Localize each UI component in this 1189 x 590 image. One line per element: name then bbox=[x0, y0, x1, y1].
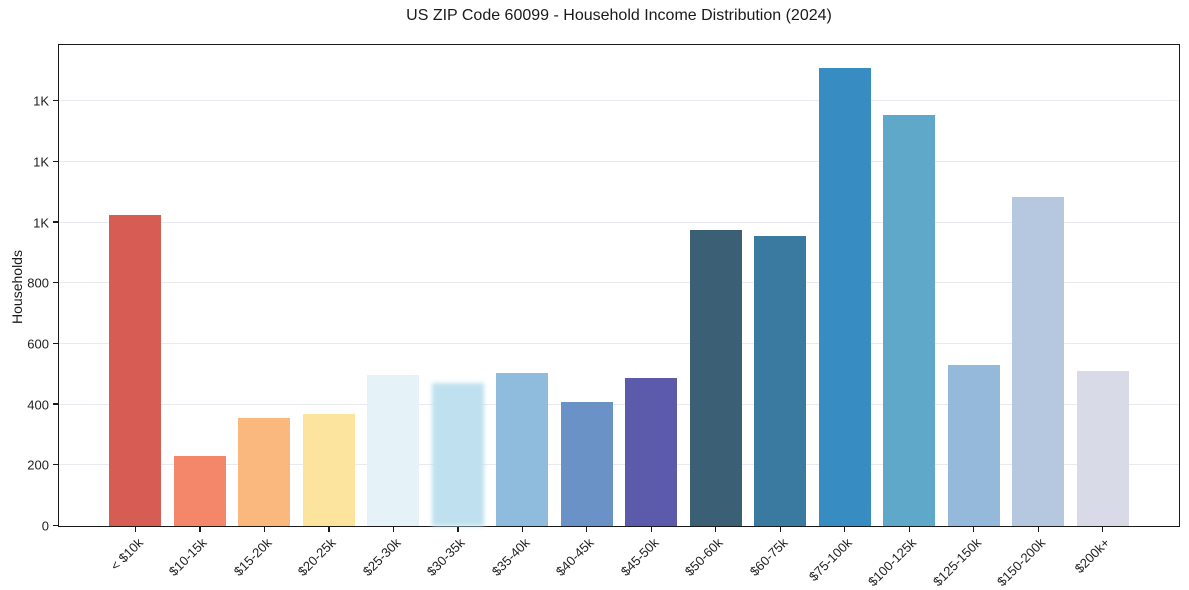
plot-area: 0 200 400 600 800 1K 1K 1K < $10k $10-15k $15-20k… bbox=[27, 44, 1180, 589]
y-axis-label: Households bbox=[9, 250, 25, 324]
x-tick-label: $75-100k bbox=[805, 535, 855, 584]
x-tick-mark bbox=[263, 527, 266, 532]
grid-layer: 0 200 400 600 800 1K 1K 1K bbox=[27, 45, 1179, 534]
x-tick-mark bbox=[1037, 527, 1039, 532]
x-tick-label: $200k+ bbox=[1071, 535, 1113, 577]
bar bbox=[689, 230, 742, 526]
gridline bbox=[59, 160, 1179, 162]
gridline bbox=[59, 464, 1179, 466]
x-tick-label: $35-40k bbox=[488, 535, 533, 579]
x-tick-mark bbox=[586, 527, 588, 532]
y-tick-label: 1K bbox=[33, 215, 49, 231]
y-tick-mark bbox=[53, 524, 58, 526]
x-tick-mark bbox=[650, 527, 652, 532]
bar bbox=[238, 418, 291, 526]
x-tick-mark bbox=[328, 527, 330, 532]
chart-title: US ZIP Code 60099 - Household Income Dis… bbox=[406, 7, 832, 24]
x-tick-mark bbox=[1102, 527, 1104, 532]
gridline bbox=[59, 342, 1179, 344]
bar bbox=[883, 114, 936, 526]
bar bbox=[431, 383, 484, 526]
x-tick-mark bbox=[199, 527, 201, 532]
bar bbox=[818, 67, 871, 526]
gridline bbox=[59, 221, 1179, 223]
bar bbox=[367, 375, 420, 526]
x-tick-label: $50-60k bbox=[681, 535, 726, 579]
gridline bbox=[59, 403, 1179, 405]
x-tick-label: $30-35k bbox=[424, 535, 468, 579]
y-tick-mark bbox=[53, 160, 58, 162]
y-tick-mark bbox=[53, 99, 58, 102]
bar bbox=[560, 401, 613, 526]
x-tick-label: $40-45k bbox=[553, 535, 597, 579]
x-tick-mark bbox=[844, 527, 846, 532]
y-tick-mark bbox=[53, 221, 58, 223]
y-tick-label: 1K bbox=[33, 93, 49, 109]
gridline bbox=[59, 100, 1179, 102]
x-tick-mark bbox=[779, 527, 781, 532]
y-tick-mark bbox=[53, 403, 58, 405]
y-tick-mark bbox=[53, 464, 58, 466]
x-axis-ticks: < $10k $10-15k $15-20k $20-25k $25-30k $30-35… bbox=[59, 45, 1179, 589]
x-tick-label: $25-30k bbox=[359, 535, 404, 579]
x-tick-label: $60-75k bbox=[746, 535, 791, 579]
bar bbox=[947, 365, 1000, 526]
bar bbox=[109, 214, 161, 526]
bar bbox=[302, 413, 355, 526]
x-tick-label: $10-15k bbox=[166, 535, 211, 579]
x-tick-mark bbox=[521, 527, 523, 532]
x-tick-mark bbox=[973, 527, 975, 532]
x-tick-mark bbox=[457, 527, 459, 532]
bar bbox=[173, 456, 226, 526]
y-tick-label: 0 bbox=[41, 518, 49, 534]
y-tick-mark bbox=[53, 282, 58, 284]
y-tick-mark bbox=[53, 342, 58, 344]
x-tick-mark bbox=[392, 527, 395, 532]
bar bbox=[625, 378, 678, 526]
y-tick-label: 600 bbox=[27, 336, 49, 352]
x-tick-mark bbox=[135, 527, 137, 532]
x-tick-label: $45-50k bbox=[617, 535, 662, 579]
x-tick-label: $100-125k bbox=[865, 535, 920, 590]
x-tick-label: $150-200k bbox=[994, 535, 1049, 590]
bar bbox=[1012, 196, 1065, 526]
y-tick-label: 200 bbox=[27, 457, 49, 473]
bar bbox=[1076, 371, 1129, 526]
x-tick-mark bbox=[908, 527, 910, 532]
bar bbox=[496, 373, 549, 526]
x-tick-label: < $10k bbox=[107, 535, 146, 574]
y-tick-label: 400 bbox=[27, 397, 49, 413]
gridline bbox=[59, 282, 1179, 284]
x-tick-mark bbox=[715, 527, 717, 532]
x-tick-label: $20-25k bbox=[295, 535, 339, 579]
bar bbox=[754, 235, 807, 526]
x-tick-label: $15-20k bbox=[230, 535, 275, 579]
y-tick-label: 1K bbox=[33, 154, 49, 170]
x-tick-label: $125-150k bbox=[929, 535, 984, 590]
bars-layer bbox=[59, 45, 1179, 526]
y-tick-label: 800 bbox=[27, 275, 49, 291]
